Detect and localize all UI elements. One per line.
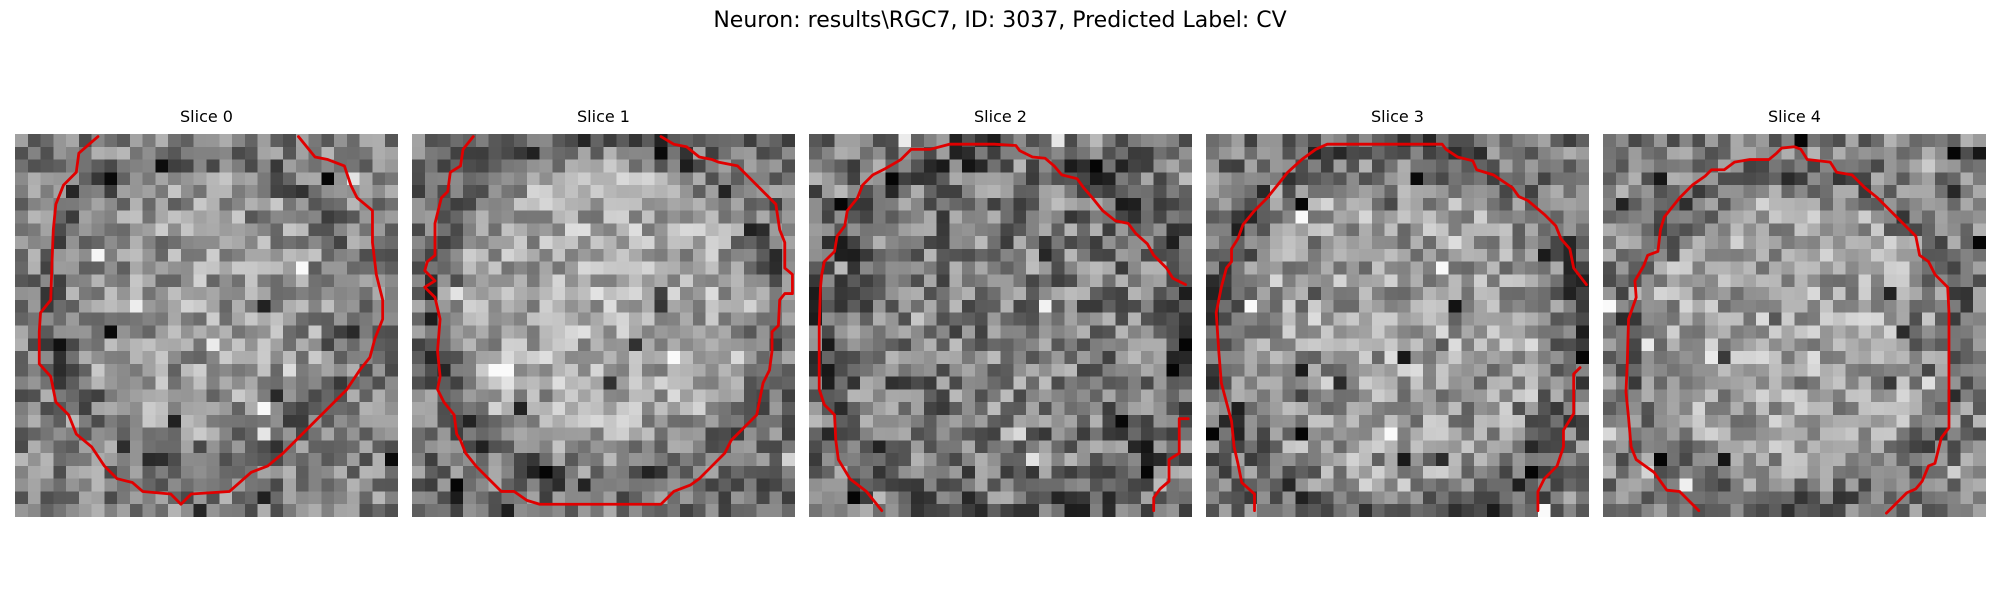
slice-title-1: Slice 1 [577,107,630,126]
slice-title-2: Slice 2 [974,107,1027,126]
slice-image-0 [15,134,398,517]
contour-line-3-0 [1214,142,1588,513]
slice-pixels-0 [15,134,398,517]
contour-line-4-0 [1624,145,1951,515]
contour-line-0-0 [37,135,385,506]
contour-line-2-1 [1152,417,1190,513]
contour-line-2-0 [817,142,1188,513]
slice-image-3 [1206,134,1589,517]
slice-image-1 [412,134,795,517]
contour-line-1-0 [423,135,794,506]
slice-pixels-1 [412,134,795,517]
slice-image-2 [809,134,1192,517]
slice-image-4 [1603,134,1986,517]
figure-title: Neuron: results\RGC7, ID: 3037, Predicte… [713,8,1287,33]
slice-pixels-3 [1206,134,1589,517]
slice-title-0: Slice 0 [180,107,233,126]
contour-line-3-1 [1536,366,1582,513]
slice-title-4: Slice 4 [1768,107,1821,126]
slice-pixels-4 [1603,134,1986,517]
slice-title-3: Slice 3 [1371,107,1424,126]
slice-pixels-2 [809,134,1192,517]
